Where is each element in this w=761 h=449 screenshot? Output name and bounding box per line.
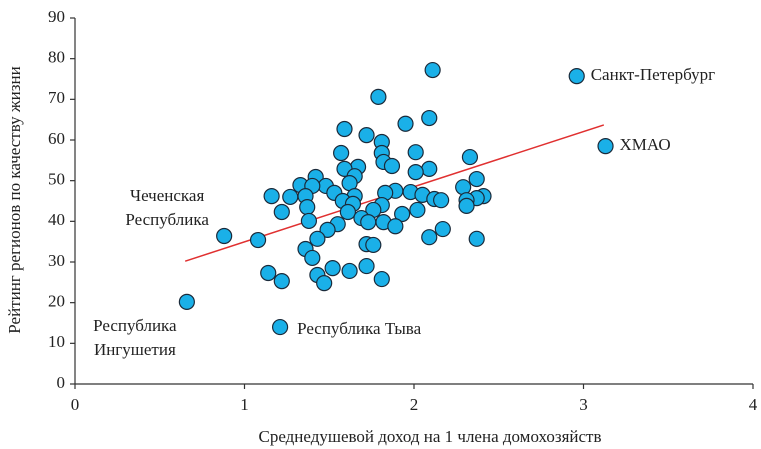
point [263, 188, 280, 205]
point [336, 120, 353, 138]
x-tick-label: 2 [410, 395, 419, 414]
point [433, 192, 450, 209]
x-axis-label: Среднедушевой доход на 1 члена домохозяй… [258, 427, 601, 446]
y-tick-label: 10 [48, 332, 65, 351]
point [316, 275, 333, 292]
point [282, 188, 299, 206]
point [216, 227, 233, 245]
point [365, 236, 382, 254]
x-tick-label: 4 [749, 395, 758, 414]
point [249, 231, 267, 249]
point [407, 144, 424, 161]
x-tick-label: 3 [579, 395, 588, 414]
point [341, 262, 358, 280]
y-tick-label: 70 [48, 88, 65, 107]
x-tick-label: 0 [71, 395, 80, 414]
point [309, 230, 326, 247]
point [597, 138, 614, 155]
annotation: Чеченская [130, 186, 204, 205]
point [319, 221, 336, 238]
x-tick-label: 1 [240, 395, 249, 414]
point [383, 157, 401, 175]
point [339, 203, 356, 221]
point [421, 109, 438, 127]
point [434, 220, 451, 238]
annotation: Санкт-Петербург [591, 65, 715, 84]
point [324, 260, 341, 277]
point [358, 257, 375, 275]
point [271, 318, 289, 336]
annotation: Республика Тыва [297, 319, 421, 338]
point [299, 199, 316, 216]
annotation: Ингушетия [94, 340, 176, 359]
point [370, 88, 387, 105]
point [300, 212, 318, 230]
point [421, 229, 438, 246]
point [387, 218, 404, 235]
point [358, 127, 375, 144]
y-axis-label: Рейтинг регионов по качеству жизни [5, 66, 24, 333]
point [468, 230, 485, 247]
y-tick-label: 30 [48, 251, 65, 270]
point [568, 68, 585, 85]
point [424, 61, 441, 79]
y-tick-label: 80 [48, 48, 65, 67]
point [397, 115, 414, 132]
point [333, 144, 350, 162]
point [260, 264, 277, 282]
y-tick-label: 40 [48, 210, 65, 229]
point [360, 214, 377, 231]
point [407, 164, 424, 181]
annotation: ХМАО [620, 135, 671, 154]
annotation: Республика [125, 210, 209, 229]
point [458, 197, 475, 214]
y-tick-label: 50 [48, 170, 65, 189]
point [461, 148, 479, 166]
point [273, 203, 290, 221]
y-tick-label: 90 [48, 7, 65, 26]
point [373, 270, 390, 288]
point [421, 160, 438, 177]
point [409, 201, 426, 219]
y-tick-label: 0 [57, 373, 66, 392]
point [394, 205, 411, 223]
annotation: Республика [93, 316, 177, 335]
point [178, 293, 195, 310]
y-tick-label: 20 [48, 292, 65, 311]
point [468, 170, 485, 188]
y-tick-label: 60 [48, 129, 65, 148]
point [304, 249, 321, 267]
point [273, 273, 290, 290]
